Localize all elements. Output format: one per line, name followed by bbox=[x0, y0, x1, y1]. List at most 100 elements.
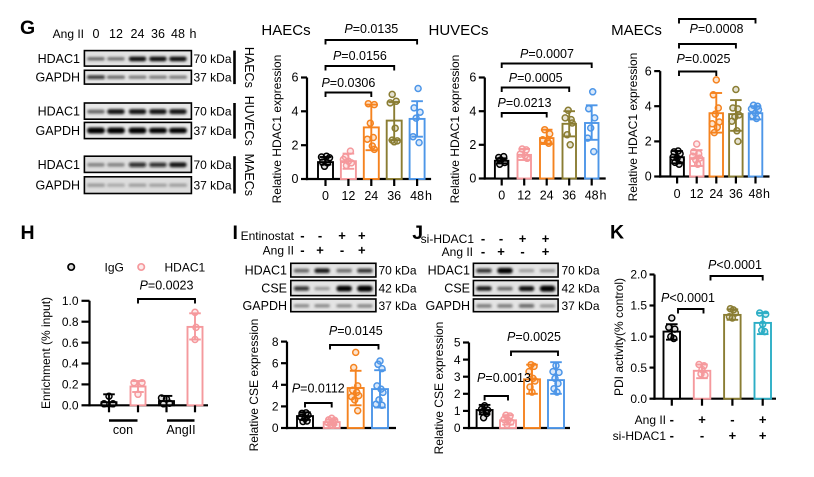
svg-text:6: 6 bbox=[292, 71, 299, 85]
svg-text:12: 12 bbox=[517, 189, 531, 203]
svg-text:MAECs: MAECs bbox=[611, 22, 662, 39]
svg-text:-: - bbox=[520, 244, 524, 259]
svg-text:12: 12 bbox=[690, 187, 704, 201]
svg-text:P=0.0007: P=0.0007 bbox=[520, 47, 574, 61]
svg-text:HDAC1: HDAC1 bbox=[245, 264, 287, 278]
svg-text:2.0: 2.0 bbox=[630, 268, 647, 282]
svg-text:8: 8 bbox=[272, 335, 279, 349]
svg-text:+: + bbox=[698, 412, 706, 427]
svg-text:MAECs: MAECs bbox=[242, 154, 256, 196]
svg-text:36: 36 bbox=[387, 189, 401, 203]
svg-text:5: 5 bbox=[454, 336, 461, 350]
svg-text:Relative HDAC1 expression: Relative HDAC1 expression bbox=[626, 53, 640, 202]
svg-text:P=0.0213: P=0.0213 bbox=[498, 96, 552, 110]
svg-text:P<0.0001: P<0.0001 bbox=[708, 258, 762, 272]
svg-text:-: - bbox=[318, 228, 322, 243]
svg-text:0: 0 bbox=[322, 189, 329, 203]
svg-text:GAPDH: GAPDH bbox=[36, 179, 80, 193]
svg-text:6: 6 bbox=[645, 64, 652, 78]
svg-text:0.0: 0.0 bbox=[62, 399, 79, 413]
svg-text:37 kDa: 37 kDa bbox=[194, 124, 232, 138]
svg-text:IgG: IgG bbox=[105, 261, 124, 275]
svg-text:Relative CSE expression: Relative CSE expression bbox=[432, 322, 446, 455]
svg-text:42 kDa: 42 kDa bbox=[379, 282, 417, 296]
svg-text:P=0.0145: P=0.0145 bbox=[329, 324, 383, 338]
svg-text:AngII: AngII bbox=[166, 423, 195, 437]
svg-text:Enrichment (% input): Enrichment (% input) bbox=[39, 297, 53, 409]
svg-text:70 kDa: 70 kDa bbox=[379, 264, 417, 278]
svg-text:H: H bbox=[21, 222, 35, 244]
svg-text:24: 24 bbox=[364, 189, 378, 203]
svg-text:48: 48 bbox=[171, 27, 185, 41]
svg-text:-: - bbox=[670, 428, 674, 443]
svg-text:P=0.0025: P=0.0025 bbox=[507, 330, 561, 344]
svg-text:0.8: 0.8 bbox=[62, 315, 79, 329]
svg-text:h: h bbox=[600, 189, 607, 203]
svg-text:Ang II: Ang II bbox=[263, 244, 294, 258]
svg-text:+: + bbox=[759, 428, 767, 443]
svg-text:-: - bbox=[300, 228, 304, 243]
svg-text:2: 2 bbox=[469, 138, 476, 152]
svg-text:+: + bbox=[358, 228, 366, 243]
svg-text:+: + bbox=[358, 243, 366, 258]
svg-text:0: 0 bbox=[645, 170, 652, 184]
svg-text:1.5: 1.5 bbox=[630, 299, 647, 313]
svg-text:P=0.0025: P=0.0025 bbox=[677, 52, 731, 66]
svg-text:4: 4 bbox=[272, 378, 279, 392]
svg-text:P=0.0306: P=0.0306 bbox=[321, 76, 375, 90]
svg-text:0: 0 bbox=[469, 172, 476, 186]
svg-text:0.4: 0.4 bbox=[62, 357, 79, 371]
svg-text:-: - bbox=[481, 231, 485, 246]
svg-text:P=0.0008: P=0.0008 bbox=[690, 22, 744, 36]
svg-text:Ang II: Ang II bbox=[442, 245, 473, 259]
svg-text:3: 3 bbox=[454, 370, 461, 384]
svg-text:+: + bbox=[729, 428, 737, 443]
svg-text:si-HDAC1: si-HDAC1 bbox=[613, 429, 667, 443]
svg-text:1.0: 1.0 bbox=[62, 294, 79, 308]
svg-text:h: h bbox=[190, 27, 197, 41]
svg-text:0: 0 bbox=[93, 27, 100, 41]
svg-text:HAECs: HAECs bbox=[261, 22, 310, 39]
svg-text:HDAC1: HDAC1 bbox=[428, 264, 470, 278]
svg-text:24: 24 bbox=[131, 27, 145, 41]
svg-text:+: + bbox=[497, 244, 505, 259]
svg-text:K: K bbox=[610, 222, 624, 244]
svg-text:HUVECs: HUVECs bbox=[242, 96, 256, 146]
svg-text:0.2: 0.2 bbox=[62, 378, 79, 392]
svg-text:P=0.0156: P=0.0156 bbox=[333, 49, 387, 63]
svg-text:0.0: 0.0 bbox=[630, 392, 647, 406]
svg-text:-: - bbox=[700, 428, 704, 443]
svg-text:37 kDa: 37 kDa bbox=[194, 71, 232, 85]
svg-text:CSE: CSE bbox=[261, 282, 287, 296]
svg-text:+: + bbox=[759, 412, 767, 427]
svg-text:2: 2 bbox=[454, 387, 461, 401]
svg-text:P=0.0112: P=0.0112 bbox=[292, 382, 345, 396]
svg-text:24: 24 bbox=[540, 189, 554, 203]
svg-text:42 kDa: 42 kDa bbox=[562, 282, 600, 296]
svg-text:48: 48 bbox=[585, 189, 599, 203]
svg-text:0: 0 bbox=[674, 187, 681, 201]
svg-text:24: 24 bbox=[709, 187, 723, 201]
svg-text:I: I bbox=[233, 222, 238, 244]
svg-text:PDI activity(% control): PDI activity(% control) bbox=[612, 278, 626, 396]
svg-text:37 kDa: 37 kDa bbox=[194, 179, 232, 193]
svg-text:37 kDa: 37 kDa bbox=[562, 299, 600, 313]
svg-text:+: + bbox=[542, 244, 550, 259]
svg-text:70 kDa: 70 kDa bbox=[194, 105, 232, 119]
svg-text:HAECs: HAECs bbox=[242, 47, 256, 88]
svg-text:GAPDH: GAPDH bbox=[426, 299, 470, 313]
svg-text:37 kDa: 37 kDa bbox=[379, 299, 417, 313]
svg-text:con: con bbox=[113, 423, 133, 437]
svg-text:6: 6 bbox=[272, 356, 279, 370]
svg-text:-: - bbox=[670, 412, 674, 427]
svg-text:1.0: 1.0 bbox=[630, 330, 647, 344]
svg-text:Entinostat: Entinostat bbox=[241, 229, 295, 243]
svg-text:HDAC1: HDAC1 bbox=[165, 261, 206, 275]
svg-text:+: + bbox=[316, 243, 324, 258]
svg-text:4: 4 bbox=[454, 353, 461, 367]
svg-text:4: 4 bbox=[469, 104, 476, 118]
svg-text:0.6: 0.6 bbox=[62, 336, 79, 350]
svg-text:HDAC1: HDAC1 bbox=[38, 52, 80, 66]
svg-text:h: h bbox=[763, 187, 770, 201]
svg-text:-: - bbox=[340, 243, 344, 258]
